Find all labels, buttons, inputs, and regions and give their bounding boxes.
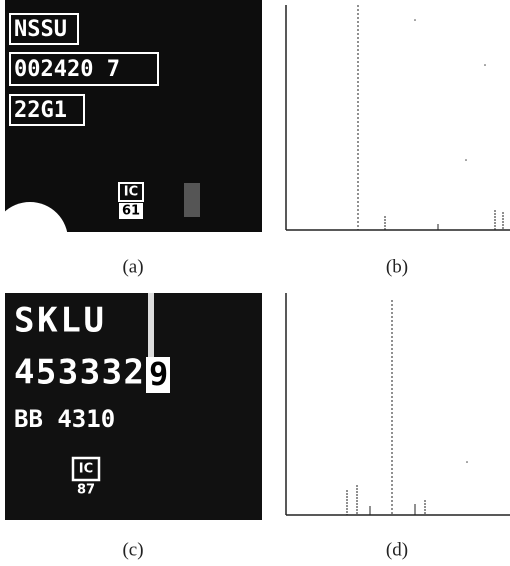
plate-text: 002420 7: [14, 57, 120, 82]
plate-text: 22G1: [14, 98, 67, 123]
dot: [414, 19, 416, 21]
badge-shadow: [184, 183, 200, 217]
page-body: {"panels": [ {"label": "(a)", "lines": […: [0, 0, 510, 566]
caption: (b): [386, 256, 408, 277]
plate-text: 453332: [14, 353, 144, 393]
badge-text: IC: [124, 185, 138, 200]
plate-text: NSSU: [14, 17, 67, 42]
figure: NSSU 002420 7 22G1 IC 61 (a) (b) SKLU 45…: [0, 0, 510, 566]
plot-d: [286, 293, 510, 515]
dot: [466, 461, 468, 463]
dot: [465, 159, 467, 161]
plot-b: [286, 5, 510, 230]
caption: (c): [122, 539, 143, 560]
plate-text: BB 4310: [14, 405, 115, 433]
caption: (a): [122, 256, 143, 277]
photo-c-bar: [148, 293, 154, 363]
badge-text: IC: [79, 462, 93, 477]
check-digit: 9: [149, 355, 168, 393]
badge-text: 61: [122, 204, 140, 219]
page: body { margin: 0; width: 510px; height: …: [0, 0, 510, 566]
dot: [484, 64, 486, 66]
caption: (d): [386, 539, 408, 560]
badge-text: 87: [77, 483, 95, 498]
